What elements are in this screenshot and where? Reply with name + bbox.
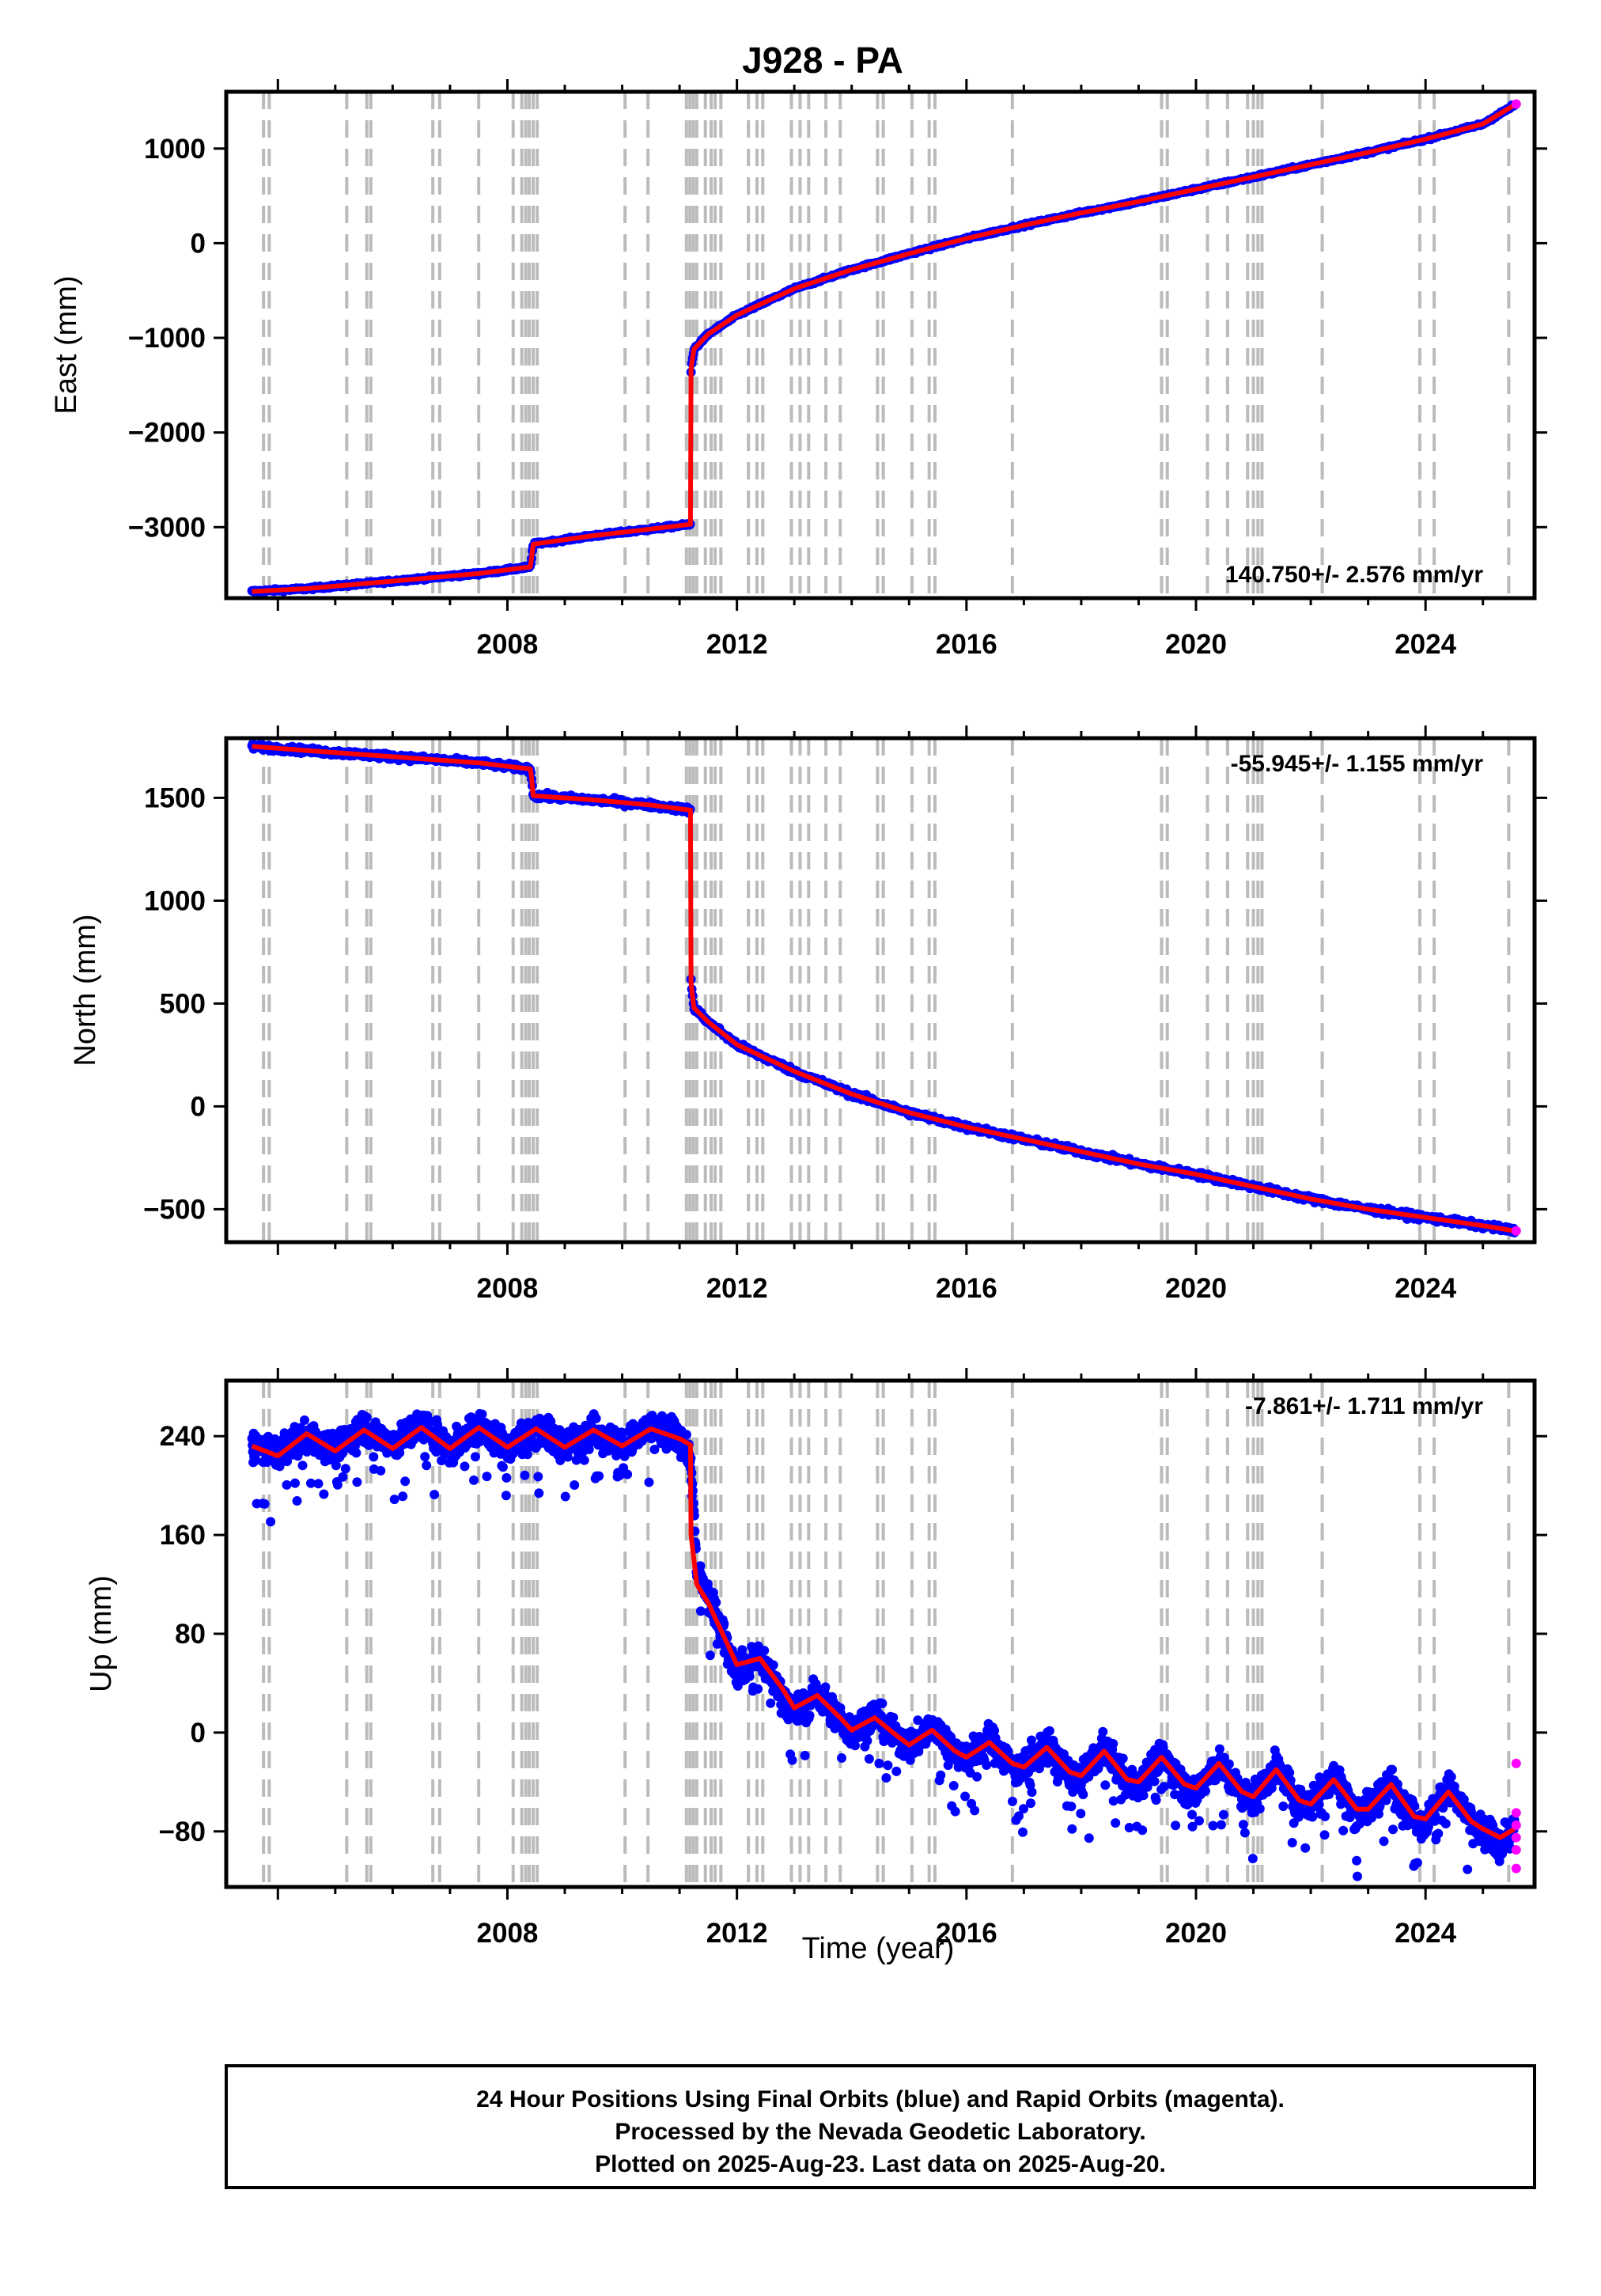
final-orbit-point — [820, 1682, 831, 1692]
final-orbit-point — [282, 1480, 292, 1490]
final-orbit-point — [389, 1495, 399, 1505]
final-orbit-point — [292, 1496, 302, 1506]
final-orbit-point — [681, 1430, 691, 1440]
y-tick-label: −2000 — [128, 418, 206, 449]
final-orbit-point — [498, 1462, 508, 1472]
east-panel: 2008 2012 2016 2020 2024 1000 0 −1000 −2000 −3000… — [50, 79, 1547, 660]
x-tick-label: 2020 — [1165, 629, 1227, 660]
final-orbit-point — [570, 1480, 580, 1490]
final-orbit-point — [560, 1491, 570, 1502]
final-orbit-point — [266, 1517, 276, 1527]
final-orbit-point — [420, 1452, 430, 1462]
final-orbit-point — [469, 1475, 479, 1485]
y-tick-label: 1000 — [144, 885, 206, 916]
final-orbit-point — [482, 1472, 492, 1482]
y-tick-label: 0 — [191, 1091, 206, 1122]
final-orbit-point — [332, 1480, 343, 1490]
final-orbit-point — [644, 1477, 654, 1487]
final-orbit-point — [376, 1465, 386, 1476]
final-orbit-point — [705, 1650, 715, 1661]
final-orbit-point — [338, 1472, 348, 1482]
final-orbit-point — [313, 1479, 324, 1489]
x-tick-label: 2008 — [477, 629, 539, 660]
final-orbit-point — [477, 1409, 487, 1419]
final-orbit-point — [300, 1415, 309, 1425]
final-orbit-point — [594, 1471, 604, 1481]
final-orbit-point — [352, 1477, 362, 1487]
final-orbit-point — [351, 1448, 361, 1458]
final-orbit-point — [340, 1464, 350, 1474]
rapid-orbit-point — [1511, 99, 1521, 109]
final-orbit-point — [623, 1469, 633, 1480]
final-orbit-point — [259, 1498, 270, 1509]
final-orbit-point — [460, 1461, 470, 1472]
final-orbit-point — [369, 1452, 379, 1462]
velocity-label: -55.945+/- 1.155 mm/yr — [1231, 751, 1484, 777]
x-tick-label: 2012 — [706, 629, 768, 660]
final-orbit-point — [297, 1461, 308, 1471]
rapid-orbit-point — [1511, 1226, 1521, 1236]
north-panel: 2008 2012 2016 2020 2024 1500 1000 500 0 −500 Nort… — [69, 726, 1547, 1304]
final-orbit-point — [711, 1597, 721, 1608]
y-tick-label: −3000 — [128, 512, 206, 543]
x-tick-label: 2012 — [706, 1273, 768, 1304]
final-orbit-point — [800, 1750, 810, 1760]
x-tick-label: 2024 — [1395, 629, 1456, 660]
final-orbit-point — [787, 1755, 797, 1765]
final-orbit-point — [422, 1461, 432, 1471]
y-tick-label: −500 — [143, 1194, 206, 1225]
x-tick-label: 2016 — [936, 629, 997, 660]
final-orbit-point — [430, 1490, 440, 1499]
x-tick-label: 2020 — [1165, 1273, 1227, 1304]
final-orbit-point — [501, 1472, 512, 1483]
y-tick-label: 500 — [160, 988, 206, 1019]
plot-area — [226, 738, 1535, 1242]
x-tick-label: 2024 — [1395, 1273, 1456, 1304]
final-orbit-point — [522, 1449, 532, 1460]
velocity-label: 140.750+/- 2.576 mm/yr — [1225, 562, 1483, 588]
final-orbit-point — [319, 1489, 329, 1499]
final-orbit-point — [398, 1491, 408, 1502]
y-tick-label: 0 — [191, 228, 206, 259]
final-orbit-point — [837, 1753, 846, 1763]
y-axis-label: North (mm) — [69, 914, 102, 1066]
plot-title: J928 - PA — [742, 40, 903, 81]
final-orbit-point — [534, 1488, 544, 1498]
final-orbit-point — [471, 1452, 480, 1462]
y-tick-label: 1500 — [144, 782, 206, 813]
final-orbit-point — [753, 1684, 763, 1694]
final-orbit-point — [400, 1476, 411, 1487]
y-tick-label: 1000 — [144, 134, 206, 165]
final-orbit-point — [744, 1671, 755, 1681]
plot-area — [226, 92, 1535, 598]
x-tick-label: 2008 — [477, 1273, 539, 1304]
final-orbit-point — [579, 1455, 589, 1465]
final-orbit-point — [533, 1472, 543, 1482]
final-orbit-point — [804, 1711, 815, 1721]
final-orbit-point — [361, 1412, 372, 1423]
x-tick-label: 2016 — [936, 1273, 997, 1304]
final-orbit-point — [766, 1698, 776, 1708]
final-orbit-point — [520, 1470, 530, 1480]
final-orbit-point — [290, 1478, 300, 1488]
y-axis-label: East (mm) — [50, 275, 83, 414]
final-orbit-point — [501, 1491, 511, 1501]
final-orbit-point — [759, 1646, 770, 1656]
final-orbit-point — [591, 1413, 601, 1423]
y-tick-label: −1000 — [128, 323, 206, 354]
